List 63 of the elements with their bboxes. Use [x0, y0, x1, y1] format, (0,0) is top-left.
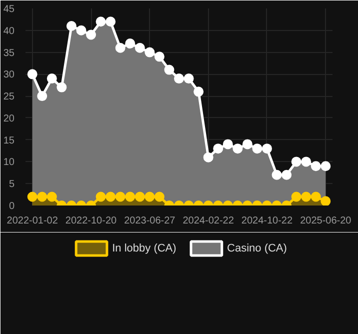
point	[232, 144, 243, 154]
point	[134, 42, 145, 53]
y-tick-label: 15	[3, 135, 15, 146]
point	[37, 91, 48, 102]
point	[301, 156, 312, 167]
y-tick-label: 45	[3, 4, 15, 15]
point	[184, 74, 194, 84]
y-tick-label: 35	[3, 48, 15, 59]
legend-label: Casino (CA)	[227, 242, 287, 254]
x-tick-label: 2024-10-22	[241, 216, 294, 226]
x-tick-label: 2024-02-22	[182, 216, 234, 226]
y-tick-label: 30	[3, 70, 15, 81]
point	[320, 161, 331, 172]
y-tick-label: 25	[3, 92, 15, 103]
point	[86, 30, 96, 40]
point	[301, 192, 312, 202]
point	[115, 192, 126, 202]
point	[96, 192, 106, 202]
point	[66, 21, 76, 31]
point	[134, 192, 145, 202]
point	[106, 16, 116, 27]
point	[125, 192, 136, 202]
point	[154, 52, 164, 62]
point	[154, 192, 164, 202]
point	[282, 170, 292, 180]
point	[222, 139, 233, 150]
legend-label: In lobby (CA)	[112, 242, 176, 254]
y-tick-label: 20	[3, 113, 15, 124]
y-tick-label: 40	[3, 26, 15, 37]
x-tick-label: 2025-06-20	[300, 216, 352, 226]
point	[144, 192, 155, 202]
point	[115, 42, 126, 53]
point	[242, 139, 252, 150]
point	[203, 152, 214, 162]
point	[106, 192, 116, 202]
point	[96, 16, 106, 27]
point	[310, 161, 321, 172]
point	[46, 74, 57, 84]
point	[56, 82, 67, 92]
point	[125, 38, 136, 49]
point	[174, 74, 184, 84]
point	[291, 192, 302, 202]
point	[46, 192, 57, 202]
x-tick-label: 2022-01-02	[6, 216, 58, 226]
point	[310, 192, 321, 202]
point	[272, 170, 282, 180]
y-tick-label: 5	[8, 179, 15, 190]
x-tick-label: 2022-10-20	[65, 216, 118, 226]
point	[76, 25, 86, 36]
point	[37, 192, 48, 202]
point	[144, 47, 155, 58]
point	[252, 144, 262, 154]
y-tick-label: 10	[3, 157, 15, 168]
point	[320, 196, 331, 206]
x-tick-label: 2023-06-27	[124, 216, 176, 226]
y-tick-label: 0	[8, 201, 15, 212]
point	[213, 144, 224, 154]
point	[27, 69, 38, 80]
point	[262, 144, 272, 154]
point	[194, 86, 204, 97]
point	[27, 192, 38, 202]
point	[164, 64, 174, 75]
point	[291, 156, 302, 167]
